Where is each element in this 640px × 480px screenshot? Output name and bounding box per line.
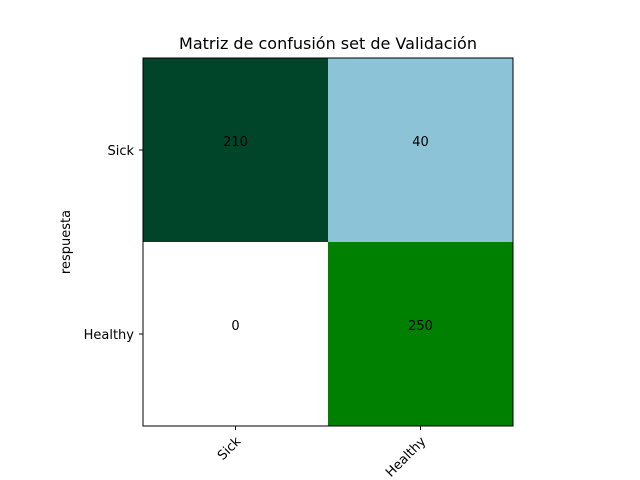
- cell-value-label: 40: [412, 135, 429, 150]
- cell-value-label: 0: [231, 319, 239, 334]
- cell-value-label: 250: [408, 319, 433, 334]
- x-tick-label: Healthy: [383, 434, 429, 480]
- value-labels: 210 40 0 250: [223, 135, 433, 334]
- heatmap-cell: [328, 58, 513, 242]
- y-axis-label: respuesta: [59, 210, 74, 274]
- x-tick-label: Sick: [215, 434, 245, 464]
- cell-value-label: 210: [223, 135, 248, 150]
- y-tick-label: Sick: [107, 144, 134, 159]
- heatmap-cell: [143, 242, 328, 426]
- heatmap-cell: [143, 58, 328, 242]
- chart-title: Matriz de confusión set de Validación: [179, 34, 477, 53]
- heatmap-cells: [143, 58, 513, 426]
- y-tick-label: Healthy: [84, 328, 135, 343]
- heatmap-cell: [328, 242, 513, 426]
- plot-frame: [142, 57, 514, 427]
